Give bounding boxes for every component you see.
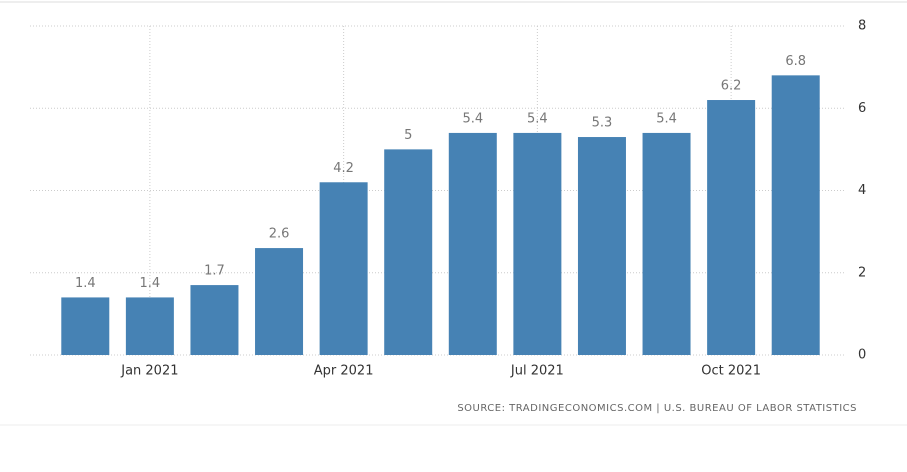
value-label: 1.4 <box>140 276 161 291</box>
value-label: 5.3 <box>592 116 613 131</box>
y-tick-label: 2 <box>858 265 866 280</box>
x-tick-label: Jan 2021 <box>120 364 178 379</box>
bar <box>319 182 368 355</box>
bar <box>190 285 239 355</box>
x-tick-label: Oct 2021 <box>701 364 761 379</box>
bar <box>513 132 562 355</box>
bar <box>707 100 756 356</box>
y-tick-label: 4 <box>858 183 866 198</box>
bar <box>384 149 433 355</box>
bar <box>61 297 110 355</box>
source: SOURCE: TRADINGECONOMICS.COM | U.S. BURE… <box>457 403 857 414</box>
value-label: 1.4 <box>75 276 96 291</box>
value-label: 2.6 <box>269 227 290 242</box>
bar <box>577 137 626 355</box>
value-label: 6.2 <box>721 79 742 94</box>
value-label: 6.8 <box>785 54 806 69</box>
y-tick-label: 6 <box>858 101 866 116</box>
value-label: 5 <box>404 128 412 143</box>
bar <box>642 132 691 355</box>
value-label: 5.4 <box>527 111 548 126</box>
x-tick-label: Apr 2021 <box>314 364 374 379</box>
value-label: 4.2 <box>333 161 354 176</box>
value-label: 1.7 <box>204 264 225 279</box>
y-tick-label: 8 <box>858 19 866 34</box>
x-tick-label: Jul 2021 <box>510 364 564 379</box>
y-tick-label: 0 <box>858 348 866 363</box>
bar <box>255 248 304 355</box>
bar <box>125 297 174 355</box>
bar <box>771 75 820 355</box>
value-label: 5.4 <box>462 111 483 126</box>
bar <box>448 132 497 355</box>
value-label: 5.4 <box>656 111 677 126</box>
